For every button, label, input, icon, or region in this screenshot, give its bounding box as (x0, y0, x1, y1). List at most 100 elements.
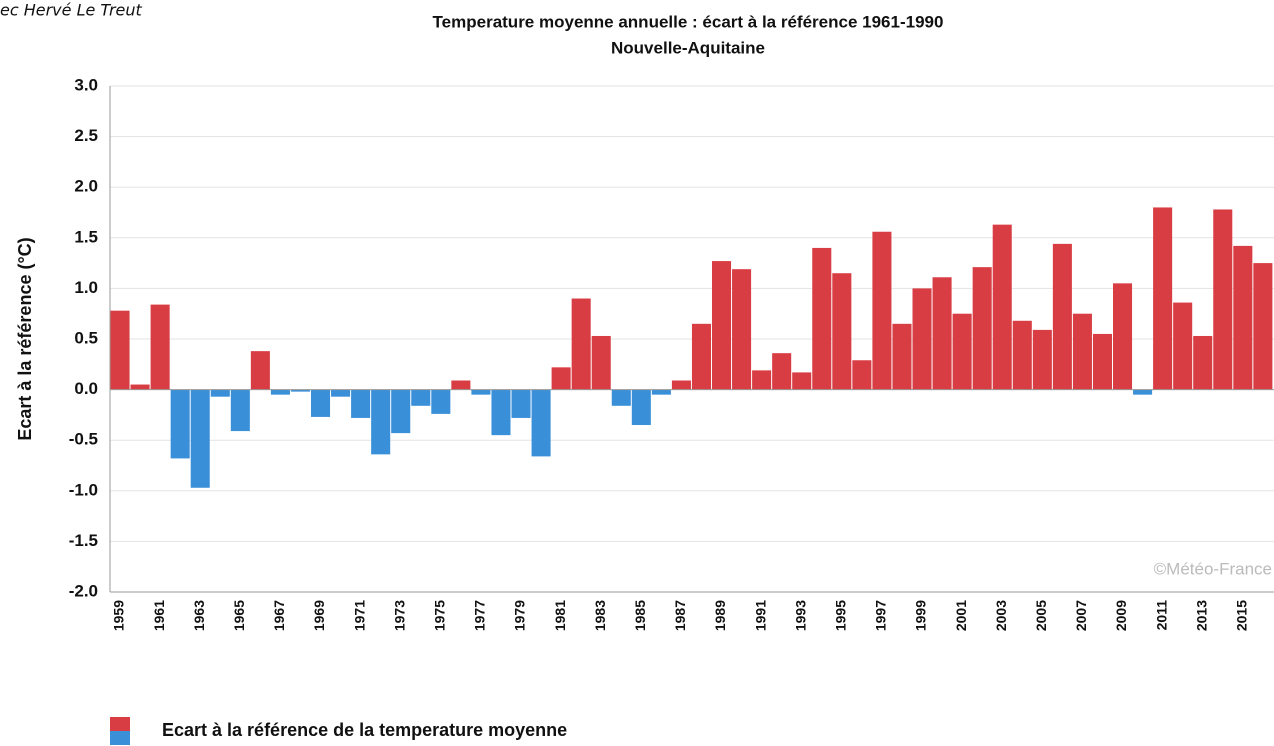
x-tick-label: 2013 (1193, 600, 1209, 631)
x-tick-label: 1961 (151, 600, 167, 631)
x-tick-label: 1995 (833, 600, 849, 631)
bar (631, 389, 651, 426)
bar (992, 224, 1012, 390)
bar (331, 389, 351, 397)
bar (772, 353, 792, 390)
bar (691, 323, 711, 390)
x-tick-label: 1971 (351, 600, 367, 631)
bar (732, 269, 752, 390)
bar (591, 335, 611, 390)
bar (290, 389, 310, 392)
y-tick-label: 1.0 (74, 278, 98, 297)
bar (651, 389, 671, 395)
bar (1052, 243, 1072, 390)
bar (1193, 335, 1213, 390)
x-tick-label: 1993 (792, 600, 808, 631)
bar (892, 323, 912, 390)
bar (1072, 313, 1092, 390)
bar (571, 298, 591, 390)
bar (150, 304, 170, 390)
bar (1153, 207, 1173, 390)
chart-subtitle: Nouvelle-Aquitaine (611, 38, 765, 57)
bar (270, 389, 290, 395)
y-tick-label: 1.5 (74, 227, 98, 246)
bar (1092, 333, 1112, 390)
bar (130, 384, 150, 390)
legend-label: Ecart à la référence de la temperature m… (162, 720, 567, 740)
x-tick-label: 2007 (1073, 600, 1089, 631)
y-tick-label: 0.5 (74, 328, 98, 347)
bar (1133, 389, 1153, 395)
bar (852, 360, 872, 390)
bar (671, 380, 691, 390)
bar (932, 277, 952, 390)
bar (972, 267, 992, 390)
bar (451, 380, 471, 390)
watermark: ©Météo-France (1154, 559, 1272, 578)
y-tick-label: -2.0 (69, 581, 98, 600)
bar (1173, 302, 1193, 390)
bar (351, 389, 371, 418)
bar (190, 389, 210, 488)
bar (1113, 283, 1133, 390)
bar (1012, 320, 1032, 390)
bar (471, 389, 491, 395)
bar (1213, 209, 1233, 390)
x-tick-label: 1973 (391, 600, 407, 631)
y-tick-label: 2.0 (74, 177, 98, 196)
y-tick-label: -0.5 (69, 430, 98, 449)
x-tick-label: 1975 (432, 600, 448, 631)
bar (952, 313, 972, 390)
y-tick-label: 3.0 (74, 75, 98, 94)
bar (912, 288, 932, 390)
x-tick-label: 1967 (271, 600, 287, 631)
x-tick-label: 2015 (1234, 600, 1250, 631)
bar (491, 389, 511, 436)
legend-swatch-positive (110, 717, 130, 731)
bar (531, 389, 551, 457)
x-tick-label: 1991 (752, 600, 768, 631)
x-tick-label: 2005 (1033, 600, 1049, 631)
x-tick-label: 1983 (592, 600, 608, 631)
bar (872, 231, 892, 390)
bar (812, 247, 832, 390)
x-tick-label: 1979 (512, 600, 528, 631)
x-tick-label: 1977 (472, 600, 488, 631)
y-tick-label: -1.5 (69, 531, 98, 550)
x-tick-label: 1963 (191, 600, 207, 631)
legend-swatch-negative (110, 731, 130, 745)
bar (832, 273, 852, 390)
y-tick-label: 0.0 (74, 379, 98, 398)
bar (411, 389, 431, 406)
bar (210, 389, 230, 397)
x-tick-label: 1969 (311, 600, 327, 631)
header-fragment: ec Hervé Le Treut (0, 1, 143, 20)
y-tick-label: 2.5 (74, 126, 98, 145)
x-tick-label: 1965 (231, 600, 247, 631)
bar (431, 389, 451, 414)
x-tick-label: 1959 (111, 600, 127, 631)
x-tick-label: 2009 (1113, 600, 1129, 631)
x-tick-label: 1989 (712, 600, 728, 631)
bar (1253, 263, 1273, 390)
bar (230, 389, 250, 432)
bar (371, 389, 391, 455)
bar (311, 389, 331, 417)
bar (551, 367, 571, 390)
bar (792, 372, 812, 390)
x-tick-label: 1981 (552, 600, 568, 631)
x-tick-label: 2011 (1153, 600, 1169, 631)
bar (110, 310, 130, 390)
x-tick-label: 1985 (632, 600, 648, 631)
x-tick-label: 1999 (913, 600, 929, 631)
bar (250, 351, 270, 390)
bar (511, 389, 531, 418)
x-tick-label: 2003 (993, 600, 1009, 631)
bar (611, 389, 631, 406)
chart-title: Temperature moyenne annuelle : écart à l… (433, 12, 944, 31)
y-tick-label: -1.0 (69, 480, 98, 499)
bar (170, 389, 190, 459)
x-tick-label: 1997 (873, 600, 889, 631)
bar (1233, 245, 1253, 390)
bar (712, 261, 732, 390)
